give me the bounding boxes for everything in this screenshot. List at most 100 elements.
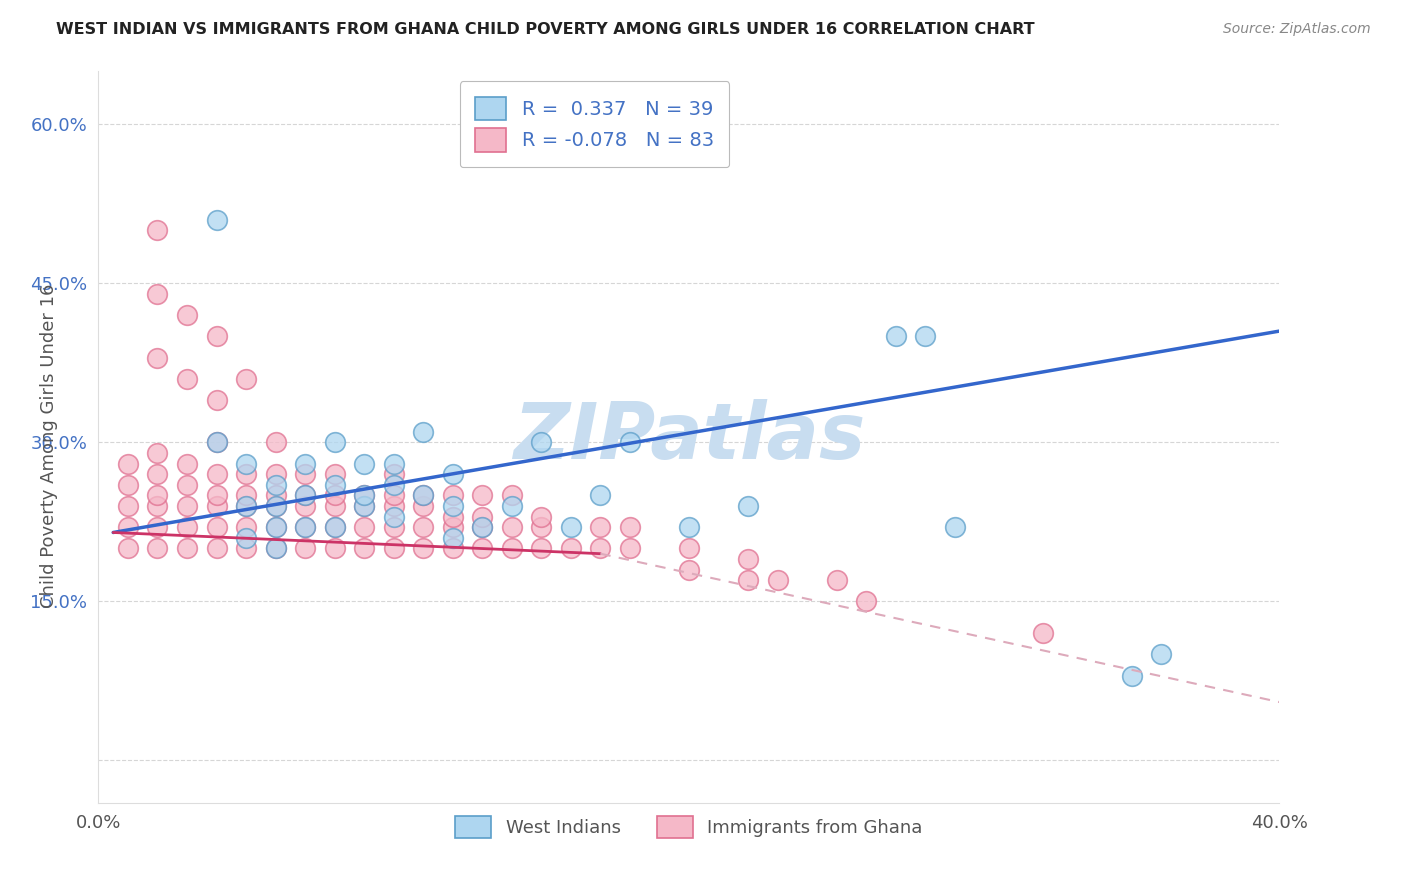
- Point: [117, 541, 139, 556]
- Point: [441, 541, 464, 556]
- Point: [264, 541, 287, 556]
- Point: [205, 435, 228, 450]
- Point: [353, 541, 375, 556]
- Point: [560, 541, 582, 556]
- Point: [471, 488, 494, 502]
- Point: [176, 499, 198, 513]
- Point: [146, 446, 169, 460]
- Text: WEST INDIAN VS IMMIGRANTS FROM GHANA CHILD POVERTY AMONG GIRLS UNDER 16 CORRELAT: WEST INDIAN VS IMMIGRANTS FROM GHANA CHI…: [56, 22, 1035, 37]
- Point: [471, 509, 494, 524]
- Point: [117, 477, 139, 491]
- Point: [737, 499, 759, 513]
- Point: [441, 520, 464, 534]
- Point: [264, 488, 287, 502]
- Point: [441, 509, 464, 524]
- Point: [264, 477, 287, 491]
- Point: [323, 488, 346, 502]
- Point: [294, 488, 316, 502]
- Point: [412, 488, 434, 502]
- Point: [235, 457, 257, 471]
- Point: [501, 541, 523, 556]
- Point: [323, 435, 346, 450]
- Point: [619, 520, 641, 534]
- Point: [382, 488, 405, 502]
- Point: [530, 435, 553, 450]
- Point: [412, 488, 434, 502]
- Point: [146, 223, 169, 237]
- Point: [146, 488, 169, 502]
- Point: [441, 499, 464, 513]
- Point: [294, 499, 316, 513]
- Point: [382, 541, 405, 556]
- Point: [264, 520, 287, 534]
- Point: [323, 520, 346, 534]
- Point: [176, 520, 198, 534]
- Point: [235, 372, 257, 386]
- Point: [323, 467, 346, 482]
- Point: [294, 520, 316, 534]
- Point: [382, 509, 405, 524]
- Point: [441, 467, 464, 482]
- Point: [678, 520, 700, 534]
- Point: [589, 488, 612, 502]
- Point: [146, 287, 169, 301]
- Point: [353, 488, 375, 502]
- Point: [412, 520, 434, 534]
- Point: [382, 467, 405, 482]
- Text: Child Poverty Among Girls Under 16: Child Poverty Among Girls Under 16: [41, 284, 58, 608]
- Point: [264, 499, 287, 513]
- Point: [855, 594, 877, 608]
- Point: [678, 541, 700, 556]
- Point: [589, 520, 612, 534]
- Point: [737, 552, 759, 566]
- Point: [294, 457, 316, 471]
- Point: [441, 488, 464, 502]
- Point: [382, 520, 405, 534]
- Point: [176, 477, 198, 491]
- Point: [323, 520, 346, 534]
- Point: [914, 329, 936, 343]
- Point: [560, 520, 582, 534]
- Point: [501, 520, 523, 534]
- Point: [176, 457, 198, 471]
- Point: [117, 499, 139, 513]
- Point: [117, 520, 139, 534]
- Point: [294, 467, 316, 482]
- Point: [353, 520, 375, 534]
- Point: [1150, 648, 1173, 662]
- Point: [353, 488, 375, 502]
- Text: ZIPatlas: ZIPatlas: [513, 399, 865, 475]
- Point: [501, 488, 523, 502]
- Point: [382, 477, 405, 491]
- Point: [117, 457, 139, 471]
- Point: [619, 541, 641, 556]
- Point: [501, 499, 523, 513]
- Point: [323, 499, 346, 513]
- Point: [1032, 626, 1054, 640]
- Point: [412, 499, 434, 513]
- Point: [205, 541, 228, 556]
- Point: [943, 520, 966, 534]
- Point: [382, 457, 405, 471]
- Point: [530, 520, 553, 534]
- Point: [412, 425, 434, 439]
- Point: [294, 488, 316, 502]
- Point: [146, 351, 169, 365]
- Point: [530, 541, 553, 556]
- Point: [678, 563, 700, 577]
- Point: [235, 541, 257, 556]
- Point: [471, 541, 494, 556]
- Point: [176, 541, 198, 556]
- Point: [235, 531, 257, 545]
- Point: [264, 435, 287, 450]
- Point: [766, 573, 789, 587]
- Point: [382, 499, 405, 513]
- Point: [146, 541, 169, 556]
- Point: [294, 541, 316, 556]
- Point: [1121, 668, 1143, 682]
- Point: [619, 435, 641, 450]
- Point: [264, 467, 287, 482]
- Point: [323, 541, 346, 556]
- Point: [176, 308, 198, 322]
- Point: [205, 520, 228, 534]
